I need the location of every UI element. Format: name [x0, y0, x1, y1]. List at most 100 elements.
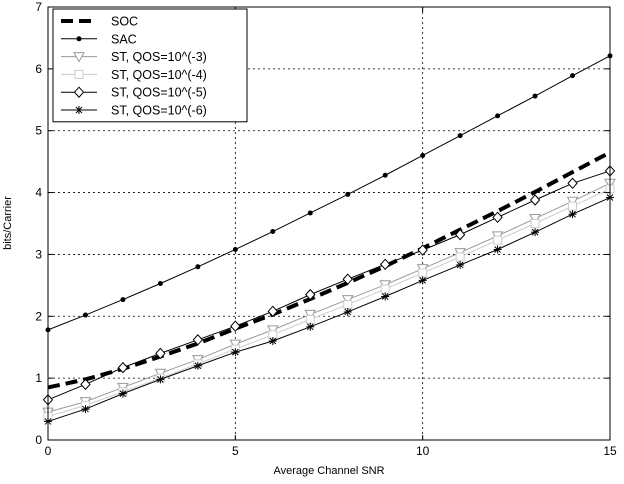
grid-lines	[48, 7, 610, 440]
legend-label: ST, QOS=10^(-3)	[111, 50, 207, 64]
legend-label: SOC	[111, 15, 138, 29]
data-point-star	[156, 375, 165, 384]
x-axis-label: Average Channel SNR	[273, 465, 384, 477]
data-point-square	[493, 235, 503, 245]
series-line	[47, 170, 611, 401]
series-5	[42, 165, 616, 406]
y-tick-label: 6	[35, 62, 42, 76]
legend-item: ST, QOS=10^(-5)	[61, 86, 207, 100]
y-tick-label: 1	[35, 371, 42, 385]
star-stroke	[119, 390, 127, 397]
data-point-dot	[270, 229, 276, 235]
data-point-dot	[232, 246, 238, 252]
data-point-diamond	[73, 86, 85, 98]
data-point-dot	[76, 36, 82, 42]
data-point-dot	[307, 210, 313, 216]
data-point-star	[81, 405, 90, 414]
star-stroke	[157, 376, 164, 383]
data-point-dot	[420, 152, 426, 158]
legend: SOC SAC ST, QOS=10^(-3) ST, QOS=10^(-4) ST, …	[52, 8, 248, 123]
data-point-diamond	[155, 347, 166, 360]
data-point-dot	[457, 133, 463, 139]
data-point-star	[268, 337, 277, 346]
y-tick-label: 7	[35, 0, 42, 14]
y-tick-label: 3	[35, 247, 42, 261]
star-stroke	[456, 261, 464, 269]
x-tick-label: 0	[45, 444, 52, 458]
data-point-star	[343, 307, 352, 316]
legend-label: SAC	[111, 32, 137, 46]
data-point-square	[305, 314, 315, 324]
star-stroke	[419, 277, 427, 284]
y-tick-label: 4	[35, 186, 42, 200]
series-line	[47, 197, 611, 422]
series-1	[47, 150, 611, 390]
data-point-dot	[345, 191, 351, 197]
legend-box	[52, 8, 248, 123]
star-stroke	[306, 323, 314, 331]
star-stroke	[494, 246, 501, 253]
star-stroke	[381, 293, 389, 300]
data-point-star	[531, 228, 540, 237]
star-stroke	[569, 210, 576, 218]
data-point-square	[343, 300, 353, 310]
data-point-square	[455, 252, 465, 262]
legend-label: ST, QOS=10^(-6)	[111, 104, 207, 118]
star-stroke	[344, 308, 352, 316]
data-point-star	[456, 260, 465, 269]
series-line	[47, 55, 611, 331]
data-point-star	[381, 292, 390, 301]
data-point-dot	[495, 113, 501, 119]
data-point-diamond	[380, 258, 391, 271]
legend-item: ST, QOS=10^(-4)	[61, 68, 207, 82]
star-stroke	[269, 337, 277, 345]
data-point-star	[118, 389, 127, 398]
data-point-diamond	[117, 361, 129, 374]
legend-item: ST, QOS=10^(-6)	[61, 104, 207, 118]
data-point-dot	[532, 93, 538, 99]
axis-ticks: 0 5 10 15 0 1 2 3 4 5 6 7	[35, 0, 617, 458]
data-point-diamond	[567, 177, 578, 190]
legend-item: SAC	[61, 32, 137, 46]
star-stroke	[75, 106, 83, 114]
data-point-square	[568, 201, 578, 211]
plot-frame	[47, 6, 611, 441]
legend-label: ST, QOS=10^(-5)	[111, 86, 207, 100]
data-point-diamond	[80, 378, 91, 391]
data-point-dot	[570, 73, 576, 79]
data-point-diamond	[267, 305, 278, 318]
data-point-star	[306, 322, 315, 331]
data-point-square	[74, 69, 84, 79]
data-point-star	[193, 361, 202, 370]
data-point-square	[530, 219, 540, 228]
y-axis-label: bits/Carrier	[2, 196, 14, 250]
data-point-square	[380, 284, 390, 294]
data-point-dot	[382, 172, 388, 178]
data-point-star	[418, 276, 427, 285]
y-tick-label: 0	[35, 433, 42, 447]
data-point-star	[568, 210, 577, 219]
legend-item: SOC	[61, 15, 138, 29]
star-stroke	[194, 362, 202, 370]
star-stroke	[231, 348, 239, 356]
y-tick-label: 5	[35, 124, 42, 138]
data-point-diamond	[192, 334, 204, 346]
x-tick-label: 10	[416, 444, 430, 458]
data-point-diamond	[454, 228, 466, 241]
star-stroke	[531, 228, 539, 236]
data-point-square	[418, 268, 428, 278]
data-point-dot	[120, 297, 126, 303]
data-point-dot	[82, 312, 88, 318]
data-point-diamond	[342, 273, 353, 285]
data-point-star	[493, 245, 502, 254]
series-line	[47, 150, 611, 390]
data-point-star	[75, 106, 83, 114]
y-tick-label: 2	[35, 309, 42, 323]
data-point-dot	[157, 281, 163, 287]
data-point-diamond	[305, 288, 316, 301]
legend-item: ST, QOS=10^(-3)	[61, 50, 207, 64]
data-point-diamond	[492, 211, 503, 224]
series-6	[44, 193, 614, 426]
data-point-star	[231, 348, 240, 357]
